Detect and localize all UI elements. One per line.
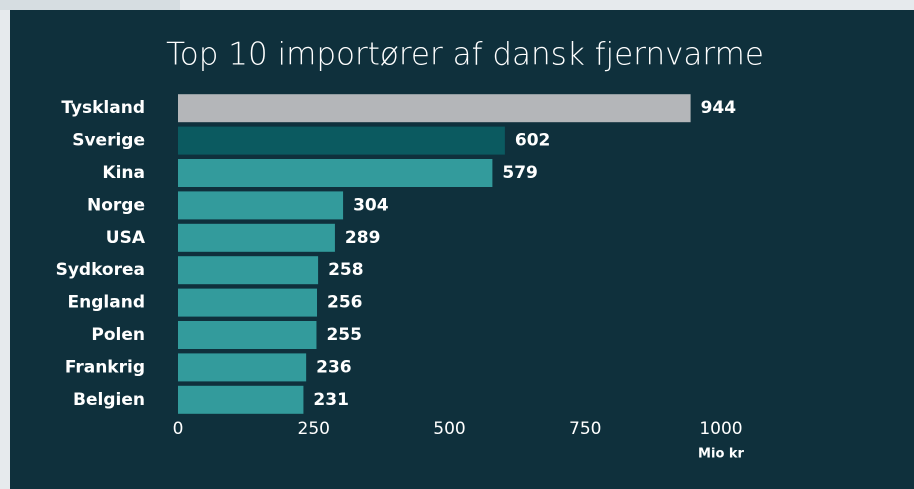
value-label: 944 — [701, 98, 737, 118]
bar — [178, 94, 691, 123]
value-label: 602 — [515, 131, 551, 151]
y-tick-label: Tyskland — [61, 98, 145, 118]
top-strip — [0, 0, 914, 10]
x-axis-label: Mio kr — [698, 447, 744, 462]
y-tick-label: Belgien — [73, 390, 145, 410]
value-label: 236 — [316, 357, 352, 377]
top-strip-accent — [0, 0, 180, 10]
y-tick-label: Frankrig — [65, 357, 145, 377]
y-tick-label: Sydkorea — [56, 260, 145, 280]
value-label: 255 — [326, 325, 362, 345]
y-tick-label: USA — [106, 228, 146, 248]
x-tick-label: 250 — [298, 419, 330, 439]
value-label: 256 — [327, 293, 363, 313]
x-tick-label: 0 — [173, 419, 184, 439]
y-tick-label: England — [68, 293, 145, 313]
y-tick-label: Norge — [87, 195, 145, 215]
value-label: 231 — [313, 390, 349, 410]
y-tick-label: Kina — [102, 163, 145, 183]
bar — [178, 191, 344, 220]
x-tick-label: 500 — [433, 419, 465, 439]
value-label: 258 — [328, 260, 364, 280]
bar — [178, 126, 505, 155]
x-tick-label: 750 — [569, 419, 601, 439]
bar — [178, 353, 307, 382]
bar — [178, 159, 493, 187]
y-tick-label: Polen — [91, 325, 145, 345]
y-tick-label: Sverige — [72, 131, 145, 151]
panel — [10, 10, 914, 489]
chart-title: Top 10 importører af dansk fjernvarme — [166, 37, 764, 73]
bar — [178, 321, 317, 349]
value-label: 579 — [502, 163, 537, 183]
value-label: 289 — [345, 228, 381, 248]
x-tick-label: 1000 — [699, 419, 742, 439]
bar — [178, 385, 304, 414]
bar — [178, 256, 319, 285]
value-label: 304 — [353, 195, 389, 215]
bar — [178, 223, 335, 252]
bar — [178, 288, 318, 317]
